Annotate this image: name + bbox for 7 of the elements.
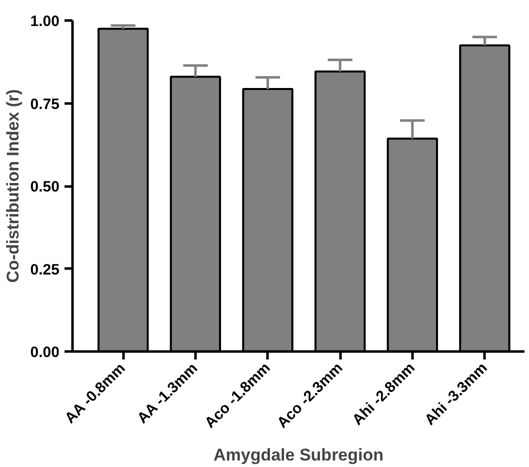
y-tick-label: 1.00 <box>30 13 60 30</box>
y-tick-label: 0.50 <box>30 178 60 196</box>
y-tick-label: 0.75 <box>30 96 60 113</box>
x-axis-title: Amygdale Subregion <box>213 446 384 465</box>
y-tick-label: 0.00 <box>30 344 60 361</box>
y-axis-title: Co-distribution Index (r) <box>3 89 22 283</box>
y-tick-label: 0.25 <box>30 261 60 278</box>
